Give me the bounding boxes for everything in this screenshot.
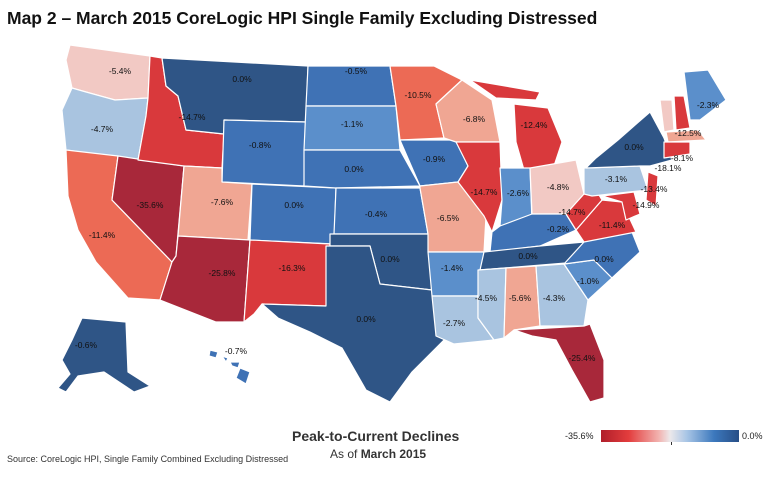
label-ny: 0.0%	[624, 142, 644, 152]
color-scale-bar	[601, 430, 739, 442]
state-ms[interactable]	[477, 267, 507, 341]
label-md: -14.9%	[633, 200, 660, 210]
label-ky: -0.2%	[547, 224, 570, 234]
label-mo: -6.5%	[437, 213, 460, 223]
label-fl: -25.4%	[569, 353, 596, 363]
legend-subtitle-date: March 2015	[360, 447, 427, 461]
state-mi-up[interactable]	[469, 79, 541, 101]
label-ak: -0.6%	[75, 340, 98, 350]
state-ct-ri[interactable]	[663, 141, 691, 159]
label-oh: -4.8%	[547, 182, 570, 192]
label-mn: -10.5%	[405, 90, 432, 100]
label-ok: 0.0%	[380, 254, 400, 264]
label-tn: 0.0%	[518, 251, 538, 261]
state-nc[interactable]	[563, 231, 641, 279]
state-hi-2[interactable]	[221, 355, 229, 363]
label-ca: -11.4%	[89, 230, 116, 240]
label-ia: -0.9%	[423, 154, 446, 164]
state-hi-1[interactable]	[208, 349, 219, 359]
label-nm: -16.3%	[279, 263, 306, 273]
label-al: -5.6%	[509, 293, 532, 303]
label-ar: -1.4%	[441, 263, 464, 273]
label-wv: -14.7%	[559, 207, 586, 217]
label-ms: -4.5%	[475, 293, 498, 303]
color-scale-midpoint-tick	[671, 442, 672, 445]
label-wi: -6.8%	[463, 114, 486, 124]
state-hi-3[interactable]	[229, 361, 241, 369]
legend-subtitle-prefix: As of	[330, 447, 361, 461]
label-sc: -1.0%	[577, 276, 600, 286]
label-in: -2.6%	[507, 188, 530, 198]
state-fl[interactable]	[513, 323, 605, 403]
state-vt[interactable]	[659, 99, 675, 133]
label-va: -11.4%	[599, 220, 626, 230]
state-tx[interactable]	[261, 245, 445, 403]
label-wa: -5.4%	[109, 66, 132, 76]
label-or: -4.7%	[91, 124, 114, 134]
label-sd: -1.1%	[341, 119, 364, 129]
state-al[interactable]	[503, 265, 541, 339]
state-me[interactable]	[683, 69, 727, 121]
label-ks: -0.4%	[365, 209, 388, 219]
state-il[interactable]	[455, 141, 503, 233]
label-ne: 0.0%	[344, 164, 364, 174]
state-mi[interactable]	[513, 103, 563, 171]
label-ut: -7.6%	[211, 197, 234, 207]
label-ri: -18.1%	[655, 163, 682, 173]
legend-subtitle: As of March 2015	[330, 447, 426, 461]
source-note: Source: CoreLogic HPI, Single Family Com…	[7, 454, 289, 464]
state-value-labels: -5.4% -4.7% -11.4% -35.6% -14.7% 0.0% -0…	[75, 66, 720, 363]
label-ga: -4.3%	[543, 293, 566, 303]
label-az: -25.8%	[209, 268, 236, 278]
label-hi: -0.7%	[225, 346, 248, 356]
label-pa: -3.1%	[605, 174, 628, 184]
label-ma: -8.1%	[671, 153, 694, 163]
label-mi: -12.4%	[521, 120, 548, 130]
label-mt: 0.0%	[232, 74, 252, 84]
label-co: 0.0%	[284, 200, 304, 210]
label-wy: -0.8%	[249, 140, 272, 150]
label-nd: -0.5%	[345, 66, 368, 76]
state-md[interactable]	[601, 191, 641, 221]
state-hi-4[interactable]	[235, 367, 251, 385]
state-ma[interactable]	[665, 129, 707, 143]
state-ga[interactable]	[535, 263, 589, 327]
label-me: -2.3%	[697, 100, 720, 110]
state-ar[interactable]	[427, 251, 485, 297]
state-wy[interactable]	[221, 119, 307, 187]
label-nv: -35.6%	[137, 200, 164, 210]
scale-min-label: -35.6%	[565, 431, 594, 441]
label-tx: 0.0%	[356, 314, 376, 324]
map-title: Map 2 – March 2015 CoreLogic HPI Single …	[7, 8, 598, 28]
label-id: -14.7%	[179, 112, 206, 122]
state-nh[interactable]	[673, 95, 691, 131]
scale-max-label: 0.0%	[742, 431, 763, 441]
label-nc: 0.0%	[594, 254, 614, 264]
state-co[interactable]	[249, 183, 337, 245]
state-ak[interactable]	[57, 317, 151, 393]
label-il: -14.7%	[471, 187, 498, 197]
state-ny[interactable]	[585, 111, 673, 169]
label-la: -2.7%	[443, 318, 466, 328]
state-nj[interactable]	[645, 171, 659, 207]
label-nj: -13.4%	[641, 184, 668, 194]
legend-title: Peak-to-Current Declines	[292, 428, 460, 444]
label-nh: -12.5%	[675, 128, 702, 138]
state-ne[interactable]	[303, 149, 421, 189]
